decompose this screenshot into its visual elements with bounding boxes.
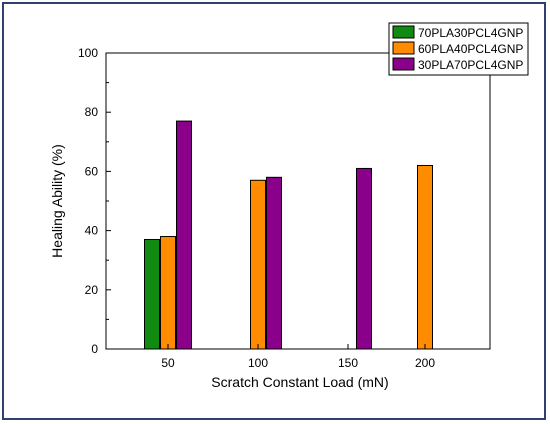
- y-tick-label: 40: [85, 224, 99, 238]
- x-axis-title: Scratch Constant Load (mN): [211, 374, 388, 390]
- legend-swatch: [392, 25, 415, 39]
- legend-label: 70PLA30PCL4GNP: [418, 26, 523, 40]
- x-tick-label: 50: [161, 356, 175, 370]
- legend-label: 60PLA40PCL4GNP: [418, 42, 523, 56]
- bar: [176, 120, 192, 350]
- legend: 70PLA30PCL4GNP 60PLA40PCL4GNP 30PLA70PCL4G…: [388, 22, 529, 76]
- bar: [417, 164, 433, 350]
- legend-swatch: [392, 57, 415, 71]
- bars: [144, 120, 433, 350]
- y-tick-label: 100: [78, 46, 98, 60]
- bar: [160, 236, 176, 350]
- x-tick-label: 100: [248, 356, 268, 370]
- ticks: 0 20 40 60 80 100 50 100 150 200: [78, 46, 435, 370]
- bar: [250, 179, 266, 350]
- bar: [356, 167, 372, 350]
- x-tick-label: 150: [338, 356, 358, 370]
- y-tick-label: 80: [85, 105, 99, 119]
- legend-swatch: [392, 41, 415, 55]
- bar: [144, 238, 160, 350]
- y-tick-label: 60: [85, 164, 99, 178]
- y-axis-title: Healing Ability (%): [49, 144, 65, 258]
- y-tick-label: 20: [85, 283, 99, 297]
- bar: [266, 176, 282, 350]
- legend-label: 30PLA70PCL4GNP: [418, 58, 523, 72]
- x-tick-label: 200: [415, 356, 435, 370]
- y-tick-label: 0: [91, 342, 98, 356]
